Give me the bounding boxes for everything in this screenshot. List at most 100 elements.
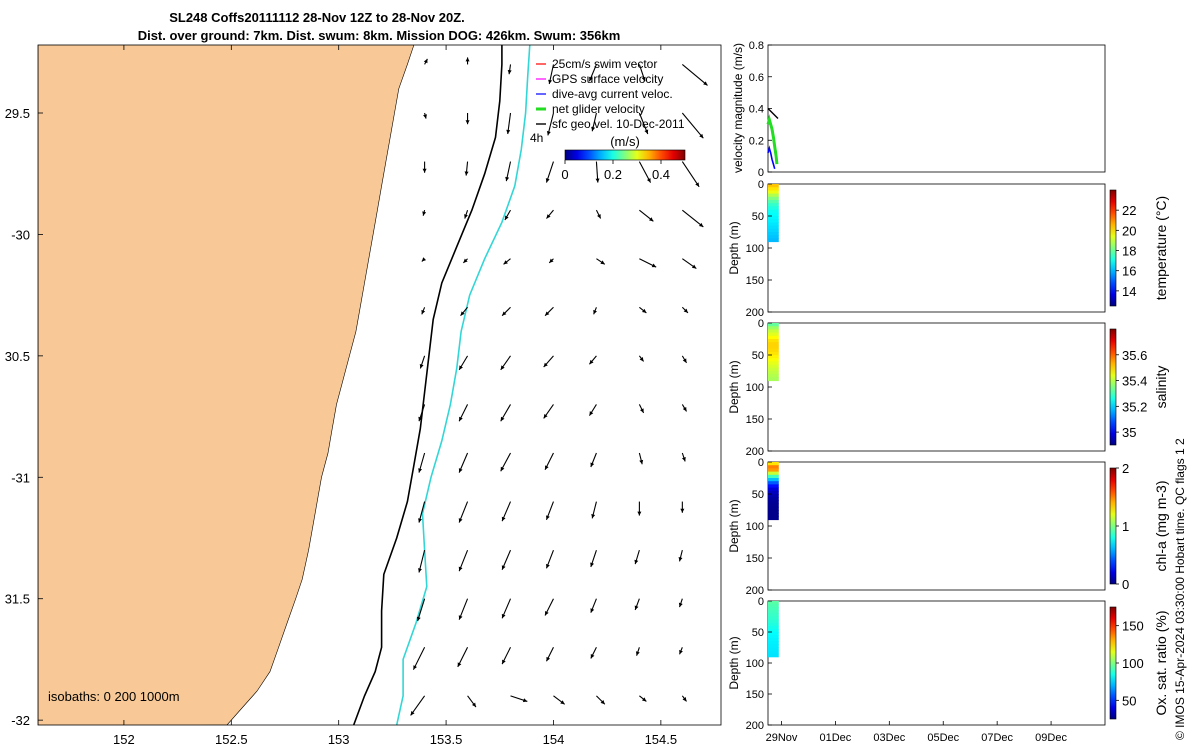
profile-cell <box>768 494 779 498</box>
profile-colorbar-tick-label: 35.4 <box>1122 374 1147 389</box>
land-area <box>38 45 415 725</box>
profile-cell <box>768 238 779 243</box>
geo-velocity-arrow <box>638 161 652 183</box>
geo-velocity-arrow <box>500 452 511 472</box>
time-axis: 29Nov 01Dec 03Dec 05Dec 07Dec 09Dec <box>766 721 1067 744</box>
geo-velocity-arrow <box>460 306 468 317</box>
profile-ytick-label: 150 <box>746 689 764 701</box>
profile-ytick-label: 200 <box>746 585 764 597</box>
profile-cell <box>768 503 779 508</box>
profile-cell <box>768 641 779 645</box>
velocity-series-line <box>767 145 776 170</box>
map-ytick-label: -31 <box>11 470 30 485</box>
geo-velocity-arrow <box>467 695 477 708</box>
profile-colorbar-label: Ox. sat. ratio (%) <box>1153 610 1169 715</box>
isobath-label: isobaths: 0 200 1000m <box>48 689 180 704</box>
vector-field <box>410 57 708 716</box>
profile-cell <box>768 632 779 636</box>
speed-colorbar-title: (m/s) <box>610 134 640 149</box>
profile-colorbar-tick-label: 35.2 <box>1122 399 1147 414</box>
geo-velocity-arrow <box>590 549 597 568</box>
profile-cell <box>768 613 779 617</box>
profile-cell <box>768 187 779 191</box>
profile-colorbar-tick-label: 2 <box>1122 461 1129 476</box>
profile-cell <box>768 638 779 642</box>
profile-cell <box>768 510 779 514</box>
geo-velocity-arrow <box>465 113 470 125</box>
title-line-2: Dist. over ground: 7km. Dist. swum: 8km.… <box>138 28 621 43</box>
profile-colorbar <box>1109 467 1117 585</box>
profile-cell <box>768 348 779 353</box>
profile-cell <box>768 358 779 362</box>
profile-ytick-label: 150 <box>746 414 764 426</box>
geo-velocity-arrow <box>507 64 512 75</box>
geo-velocity-arrow <box>595 161 600 183</box>
geo-velocity-arrow <box>501 501 512 522</box>
profile-cell <box>768 203 779 207</box>
profile-cell <box>768 335 779 340</box>
map-panel: 152 152.5 153 153.5 154 154.5 29.5 -30 30.5 -31 31… <box>5 44 722 747</box>
geo-velocity-arrow <box>588 64 597 82</box>
profile-colorbar-tick-label: 50 <box>1122 693 1136 708</box>
geo-velocity-arrow <box>681 306 689 314</box>
profile-cell <box>768 468 779 473</box>
geo-velocity-arrow <box>639 695 647 702</box>
profile-cell <box>768 323 779 327</box>
geo-velocity-arrow <box>501 549 512 570</box>
profile-colorbar-tick-label: 20 <box>1122 223 1136 238</box>
profile-ytick-label: 0 <box>758 457 764 469</box>
profile-colorbar-label: chl-a (mg m-3) <box>1153 480 1169 571</box>
profile-cell <box>768 516 779 521</box>
profile-cell <box>768 374 779 378</box>
profile-cell <box>768 222 779 227</box>
profile-frame <box>767 183 1106 313</box>
time-series-panels: 0 0.2 0.4 0.6 0.8 velocity magnitude (m/s) 0… <box>727 40 1169 744</box>
profile-cell <box>768 216 779 220</box>
geo-velocity-arrow <box>545 647 554 662</box>
profile-cell <box>768 371 779 375</box>
profile-cell <box>768 351 779 356</box>
geo-velocity-arrow <box>588 404 597 416</box>
geo-velocity-arrow <box>457 647 469 668</box>
geo-velocity-arrow <box>464 209 469 219</box>
profile-cell <box>768 647 779 652</box>
geo-velocity-arrow <box>458 501 469 523</box>
geo-velocity-arrow <box>543 355 554 368</box>
profile-ytick-label: 100 <box>746 658 764 670</box>
profile-cell <box>768 364 779 369</box>
profile-cell <box>768 619 779 624</box>
profile-cell <box>768 500 779 505</box>
map-xtick-label: 153.5 <box>430 732 463 747</box>
profile-cell <box>768 212 779 217</box>
profile-cell <box>768 513 779 517</box>
profile-ytick-label: 150 <box>746 275 764 287</box>
time-tick-label: 07Dec <box>981 732 1013 744</box>
profile-cell <box>768 506 779 511</box>
velocity-ytick-label: 0.6 <box>749 72 764 84</box>
title-line-1: SL248 Coffs20111112 28-Nov 12Z to 28-Nov… <box>169 10 465 25</box>
profile-ytick-label: 50 <box>752 350 764 362</box>
geo-velocity-arrow <box>505 161 512 182</box>
speed-colorbar-tick-label: 0 <box>561 167 568 182</box>
map-legend: 25cm/s swim vector GPS surface velocity … <box>530 57 685 145</box>
map-ytick-label: -32 <box>11 713 30 728</box>
geo-velocity-arrow <box>544 306 554 317</box>
map-ytick-label: 30.5 <box>5 349 30 364</box>
geo-velocity-arrow <box>589 355 597 365</box>
profile-cell <box>768 644 779 648</box>
profile-cell <box>768 361 779 366</box>
profile-ytick-label: 0 <box>758 318 764 330</box>
geo-velocity-arrow <box>679 647 683 655</box>
geo-velocity-arrow <box>681 452 686 462</box>
profile-cell <box>768 329 779 334</box>
profile-cell <box>768 610 779 614</box>
map-xtick-label: 154 <box>543 732 565 747</box>
speed-colorbar: (m/s) 0 0.2 0.4 <box>561 134 686 182</box>
geo-velocity-arrow <box>545 501 554 520</box>
profile-cell <box>768 474 779 479</box>
map-xtick-label: 154.5 <box>645 732 678 747</box>
profile-colorbar-label: salinity <box>1153 366 1169 409</box>
speed-colorbar-bar <box>564 149 686 161</box>
profile-cell <box>768 622 779 627</box>
